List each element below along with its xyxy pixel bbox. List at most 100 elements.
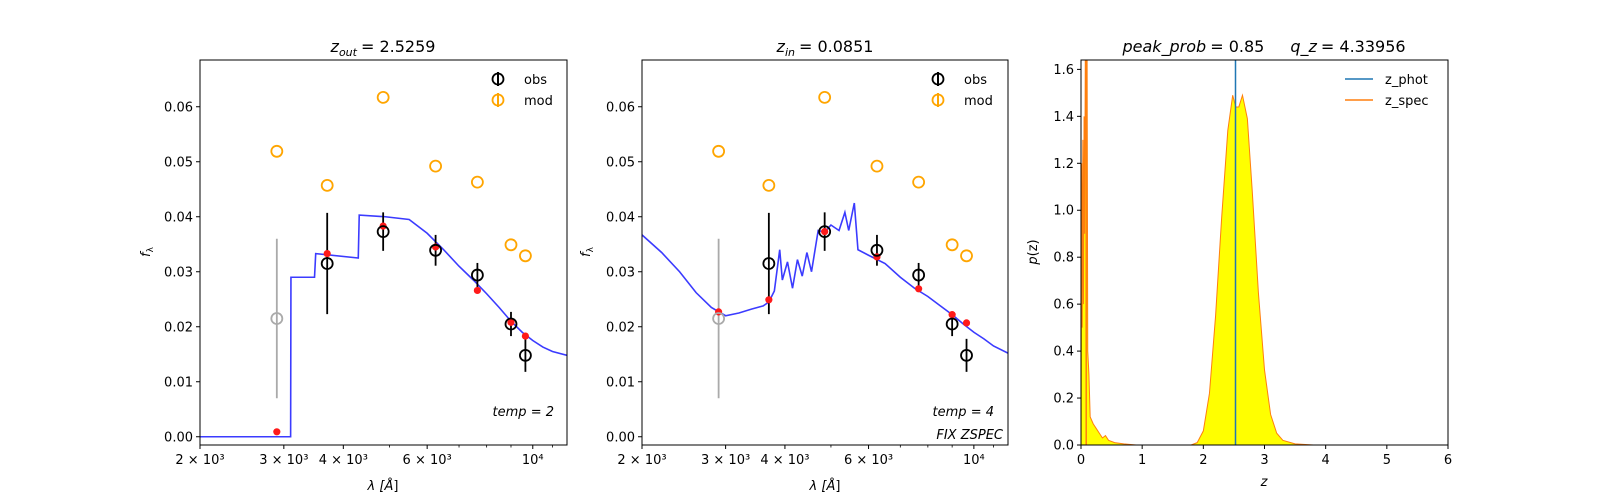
mod-point [912, 175, 926, 189]
y-tick-label: 0.06 [606, 100, 635, 115]
x-tick-label: 4 × 10³ [760, 453, 809, 468]
obs-point [470, 268, 484, 282]
obs-point [818, 225, 832, 239]
model-flux-point [821, 228, 829, 236]
y-tick-label: 0.01 [164, 375, 193, 390]
mod-point [870, 159, 884, 173]
legend-label-mod: mod [964, 94, 993, 109]
model-flux-point [962, 319, 971, 327]
x-tick-label: 3 × 10³ [701, 453, 750, 468]
chart-title: zout = 2.5259 [330, 37, 436, 59]
y-tick-label: 0.05 [606, 155, 635, 170]
y-tick-label: 0.8 [1053, 251, 1074, 266]
x-tick-label: 0 [1077, 453, 1085, 468]
template-annotation: temp = 2 [493, 405, 554, 420]
obs-point [945, 317, 959, 331]
obs-point [960, 348, 973, 362]
mod-point [762, 178, 776, 192]
x-tick-label: 3 [1260, 453, 1268, 468]
y-tick-label: 0.4 [1053, 345, 1074, 360]
y-tick-label: 0.03 [606, 265, 635, 280]
mod-point [376, 91, 390, 104]
y-tick-label: 0.02 [164, 320, 193, 335]
plot-area [200, 91, 567, 438]
legend-label-obs: obs [964, 73, 987, 88]
x-axis-label: z [1260, 475, 1269, 490]
obs-point [429, 243, 442, 257]
x-tick-label: 5 [1383, 453, 1391, 468]
obs-point [519, 348, 532, 362]
obs-point [712, 312, 726, 325]
x-tick-label: 2 × 10³ [617, 453, 666, 468]
obs-point [320, 257, 334, 270]
model-flux-point [521, 332, 530, 340]
y-axis-label: fλ [579, 246, 596, 257]
y-tick-label: 0.04 [164, 210, 193, 225]
y-tick-label: 0.05 [164, 155, 193, 170]
axes-frame [199, 59, 568, 446]
y-tick-label: 1.2 [1053, 157, 1074, 172]
legend: obs mod [491, 72, 553, 109]
legend-label-z-phot: z_phot [1385, 73, 1428, 88]
x-tick-label: 4 [1322, 453, 1330, 468]
sed-model-line [642, 202, 1008, 354]
mod-point [504, 238, 518, 252]
y-tick-label: 0.03 [164, 265, 193, 280]
model-flux-point [507, 318, 515, 326]
x-axis-label: λ [Å] [809, 478, 841, 494]
y-tick-label: 0.02 [606, 320, 635, 335]
y-tick-label: 0.04 [606, 210, 635, 225]
mod-point [818, 91, 832, 104]
y-tick-label: 0.01 [606, 375, 635, 390]
y-tick-label: 0.0 [1053, 439, 1074, 454]
model-flux-point [915, 285, 923, 293]
mod-point [960, 249, 973, 263]
model-flux-point [473, 286, 481, 295]
model-flux-point [765, 296, 773, 304]
x-axis-label: λ [Å] [367, 478, 399, 494]
obs-point [762, 257, 776, 270]
x-tick-label: 6 [1444, 453, 1452, 468]
plot-area [1081, 60, 1387, 445]
obs-point [504, 317, 518, 331]
legend-marker-mod [931, 93, 945, 107]
x-tick-label: 6 × 10³ [403, 453, 452, 468]
y-tick-label: 1.0 [1053, 204, 1074, 219]
obs-point [270, 312, 284, 325]
y-tick-label: 0.2 [1053, 392, 1074, 407]
mod-point [470, 175, 484, 189]
x-tick-label: 10⁴ [522, 453, 544, 468]
axis-ticks: 2 × 10³ 3 × 10³ 4 × 10³ 6 × 10³ 10⁴ 0.00 0.01 0… [164, 100, 553, 468]
x-tick-label: 10⁴ [963, 453, 985, 468]
chart-title: zin = 0.0851 [776, 37, 874, 59]
chart-title: peak_prob = 0.85 q_z = 4.33956 [1121, 37, 1405, 57]
mod-point [519, 249, 532, 263]
y-tick-label: 1.4 [1053, 110, 1074, 125]
mod-point [429, 159, 442, 173]
panel-sed-zout: 2 × 10³ 3 × 10³ 4 × 10³ 6 × 10³ 10⁴ 0.00 0.01 0… [139, 37, 568, 494]
template-annotation: temp = 4 [933, 405, 994, 420]
axes-frame [641, 59, 1009, 446]
model-flux-point [948, 311, 956, 319]
plot-area [642, 91, 1008, 399]
axis-ticks: 2 × 10³ 3 × 10³ 4 × 10³ 6 × 10³ 10⁴ 0.00 0.01 0… [606, 100, 994, 468]
y-tick-label: 1.6 [1053, 63, 1074, 78]
legend-marker-obs [931, 72, 945, 86]
x-tick-label: 2 [1199, 453, 1207, 468]
y-axis-label: p(z) [1026, 239, 1041, 265]
y-tick-label: 0.06 [164, 100, 193, 115]
mod-point [945, 238, 959, 252]
legend-marker-obs [491, 72, 505, 86]
legend: obs mod [931, 72, 993, 109]
mod-point [712, 144, 726, 158]
legend-label-obs: obs [524, 73, 547, 88]
legend-label-z-spec: z_spec [1385, 94, 1429, 109]
obs-point [376, 225, 390, 239]
obs-point [870, 243, 884, 257]
panel-redshift-pdf: 0 1 2 3 4 5 6 0.0 0.2 0.4 0.6 0.8 1.0 1.2 1.4 1.6 peak_… [1026, 37, 1452, 490]
pdf-fill-area [1081, 60, 1387, 445]
legend-marker-mod [491, 93, 505, 107]
y-axis-label: fλ [139, 246, 156, 257]
y-tick-label: 0.6 [1053, 298, 1074, 313]
